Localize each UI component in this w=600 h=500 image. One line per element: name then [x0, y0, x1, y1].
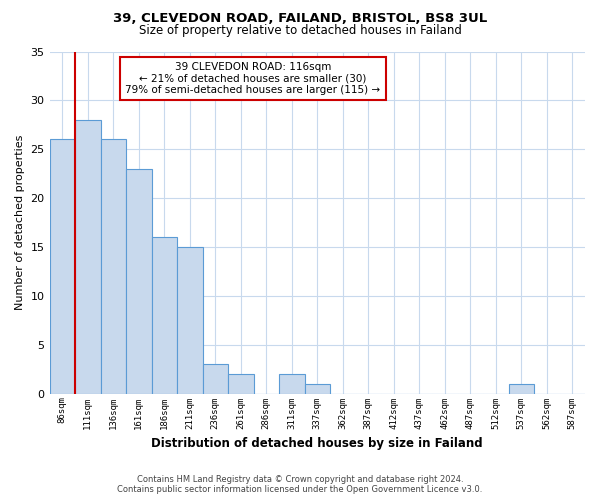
Bar [305, 384, 330, 394]
Text: Contains HM Land Registry data © Crown copyright and database right 2024.
Contai: Contains HM Land Registry data © Crown c… [118, 474, 482, 494]
Y-axis label: Number of detached properties: Number of detached properties [15, 135, 25, 310]
Bar [228, 374, 254, 394]
X-axis label: Distribution of detached houses by size in Failand: Distribution of detached houses by size … [151, 437, 483, 450]
Bar [509, 384, 534, 394]
Bar [50, 140, 75, 394]
Bar [101, 140, 126, 394]
Bar [75, 120, 101, 394]
Text: 39, CLEVEDON ROAD, FAILAND, BRISTOL, BS8 3UL: 39, CLEVEDON ROAD, FAILAND, BRISTOL, BS8… [113, 12, 487, 26]
Bar [203, 364, 228, 394]
Bar [126, 169, 152, 394]
Bar [177, 247, 203, 394]
Bar [152, 237, 177, 394]
Bar [279, 374, 305, 394]
Text: Size of property relative to detached houses in Failand: Size of property relative to detached ho… [139, 24, 461, 37]
Text: 39 CLEVEDON ROAD: 116sqm
← 21% of detached houses are smaller (30)
79% of semi-d: 39 CLEVEDON ROAD: 116sqm ← 21% of detach… [125, 62, 380, 95]
